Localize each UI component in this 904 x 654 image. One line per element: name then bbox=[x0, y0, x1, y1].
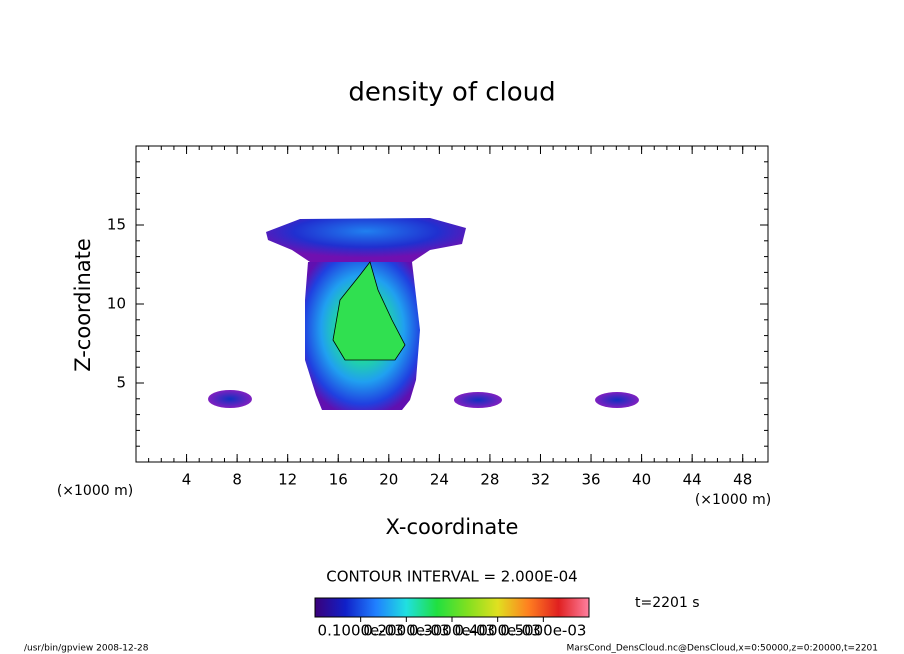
colorbar-label: 0.1000e-03 bbox=[318, 622, 404, 640]
plot-frame bbox=[135, 145, 769, 463]
x-tick-label: 4 bbox=[182, 471, 192, 489]
x-tick-label: 44 bbox=[683, 471, 702, 489]
footer: MarsCond_DensCloud.nc@DensCloud,x=0:5000… bbox=[567, 644, 879, 654]
colorbar-label: 0.4000e-03 bbox=[455, 622, 541, 640]
x-tick-label: 40 bbox=[632, 471, 651, 489]
colorbar-label: 0.3000e-03 bbox=[409, 622, 495, 640]
x-axis-label: X-coordinate bbox=[386, 515, 519, 539]
x-unit: (×1000 m) bbox=[57, 483, 133, 499]
chart-title: density of cloud bbox=[348, 78, 555, 108]
y-axis-label: Z-coordinate bbox=[71, 238, 95, 372]
y-tick-label: 5 bbox=[116, 374, 126, 392]
x-tick-label: 12 bbox=[278, 471, 297, 489]
y-tick-label: 10 bbox=[107, 295, 126, 313]
x-unit: (×1000 m) bbox=[695, 492, 771, 508]
x-tick-label: 36 bbox=[581, 471, 600, 489]
contour-interval: CONTOUR INTERVAL = 2.000E-04 bbox=[326, 568, 577, 586]
x-tick-label: 24 bbox=[430, 471, 449, 489]
x-tick-label: 20 bbox=[379, 471, 398, 489]
colorbar-label: 0.5000e-03 bbox=[500, 622, 586, 640]
x-tick-label: 28 bbox=[480, 471, 499, 489]
time-label: t=2201 s bbox=[635, 595, 700, 611]
x-tick-label: 48 bbox=[733, 471, 752, 489]
colorbar-label: 0.2000e-03 bbox=[363, 622, 449, 640]
y-tick-label: 15 bbox=[107, 216, 126, 234]
x-tick-label: 8 bbox=[232, 471, 242, 489]
x-tick-label: 16 bbox=[329, 471, 348, 489]
cloud-field bbox=[208, 218, 639, 410]
x-tick-label: 32 bbox=[531, 471, 550, 489]
colorbar bbox=[314, 597, 590, 618]
footer: /usr/bin/gpview 2008-12-28 bbox=[24, 644, 149, 654]
